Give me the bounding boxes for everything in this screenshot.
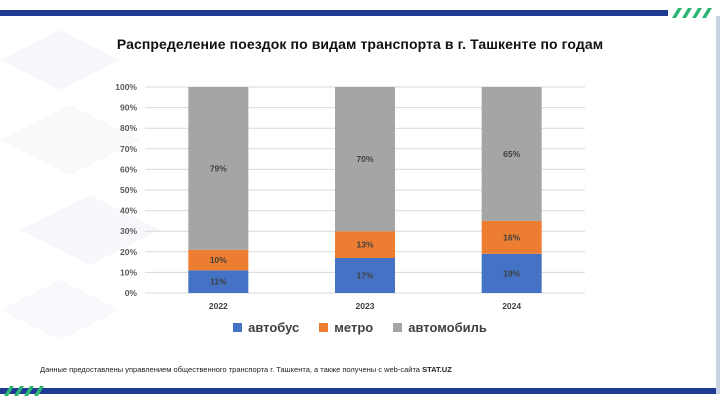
y-tick-label: 0% [125,288,138,298]
legend-swatch-metro [319,323,329,332]
data-label: 79% [210,163,227,173]
bar-segment-1 [188,249,249,271]
legend-swatch-car [393,323,403,332]
footnote-text: Данные предоставлены управлением обществ… [40,365,423,374]
y-tick-label: 60% [120,164,137,174]
chart-legend: автобус метро автомобиль [0,320,720,335]
legend-label-bus: автобус [248,320,300,335]
x-axis-tick-labels: 2022 2023 2024 [209,301,522,311]
x-tick-label: 2022 [209,301,228,311]
x-tick-label: 2024 [502,301,521,311]
y-tick-label: 30% [120,226,137,236]
footnote-source: STAT.UZ [422,365,452,374]
background-pattern [0,30,160,340]
chart-title: Распределение поездок по видам транспорт… [116,36,604,52]
legend-label-car: автомобиль [408,320,487,335]
legend-item-metro: метро [319,320,373,335]
y-axis-tick-labels: 0% 10% 20% 30% 40% 50% 60% 70% 80% 90% 100% [115,82,137,298]
top-frame-bar [0,10,668,16]
bar-segment-0 [481,253,542,293]
x-tick-label: 2023 [356,301,375,311]
bottom-frame-bar [0,388,720,394]
y-tick-label: 20% [120,247,137,257]
data-label: 11% [210,277,227,287]
bar-segment-0 [188,270,249,293]
data-label: 19% [503,268,520,278]
top-stripes-decoration [672,8,712,18]
y-tick-label: 70% [120,144,137,154]
bottom-stripes-decoration [4,386,44,396]
data-label: 70% [356,154,373,164]
y-tick-label: 10% [120,267,137,277]
right-frame-edge [716,16,720,394]
bar-segment-2 [481,87,542,221]
bar-segment-2 [188,87,249,250]
y-tick-label: 50% [120,185,137,195]
legend-item-bus: автобус [233,320,299,335]
data-label: 13% [356,240,373,250]
data-label: 16% [503,232,520,242]
y-tick-label: 100% [115,82,137,92]
bar-segment-1 [481,220,542,254]
legend-item-car: автомобиль [393,320,487,335]
y-tick-label: 40% [120,206,137,216]
data-label: 65% [503,149,520,159]
data-label: 17% [356,270,373,280]
y-tick-label: 90% [120,103,137,113]
bar-segment-2 [335,87,395,232]
data-label: 10% [210,255,227,265]
source-footnote: Данные предоставлены управлением обществ… [40,365,452,374]
chart-bars: 11% 10% 79% 17% 13% 70% 19% 16% 65% [188,87,542,293]
legend-swatch-bus [233,323,243,332]
legend-label-metro: метро [334,320,374,335]
bar-segment-0 [335,257,395,293]
y-tick-label: 80% [120,123,137,133]
bar-segment-1 [335,231,395,258]
